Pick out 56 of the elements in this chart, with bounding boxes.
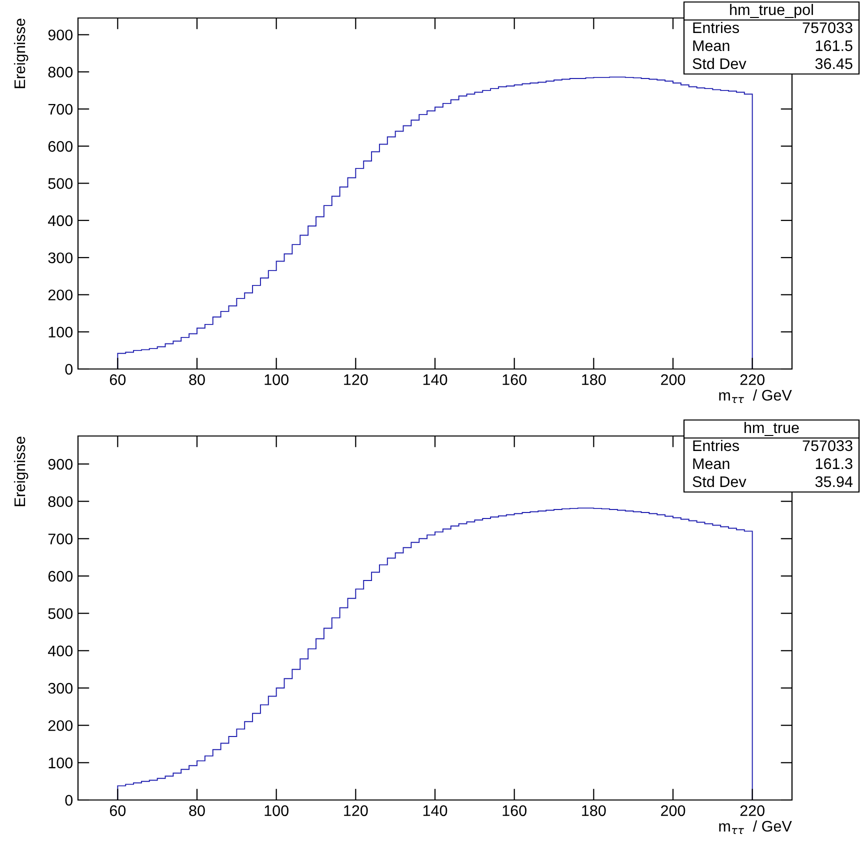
y-axis-title: Ereignisse xyxy=(14,18,28,88)
x-axis-title: m$_{ττ}$ / GeV xyxy=(719,389,792,403)
text: hm_true xyxy=(744,422,799,436)
x-tick-label: 120 xyxy=(344,805,368,816)
y-axis-title: Ereignisse xyxy=(14,436,28,506)
y-tick-label: 600 xyxy=(48,141,73,152)
x-tick-label: 220 xyxy=(740,805,764,816)
text: 35.94 xyxy=(815,476,853,488)
x-tick-label: 60 xyxy=(110,374,126,386)
y-tick-label: 800 xyxy=(48,66,73,78)
x-tick-label: 80 xyxy=(189,374,205,386)
y-tick-label: 800 xyxy=(48,496,73,508)
annotation: Std Dev xyxy=(692,476,746,488)
y-tick-label: 200 xyxy=(48,720,73,732)
annotation: Std Dev xyxy=(692,58,746,70)
text: 161.5 xyxy=(816,40,852,52)
y-tick-label: 300 xyxy=(48,682,73,694)
y-tick-label: 0 xyxy=(65,794,73,806)
y-tick-label: 200 xyxy=(48,290,73,300)
x-tick-label: 200 xyxy=(661,374,686,386)
y-tick-label: 0 xyxy=(65,364,73,375)
text: 757033 xyxy=(802,440,852,452)
x-tick-label: 120 xyxy=(344,374,368,386)
x-tick-label: 100 xyxy=(264,374,288,386)
y-tick-label: 500 xyxy=(48,178,73,189)
y-tick-label: 700 xyxy=(48,534,73,544)
y-tick-label: 500 xyxy=(48,608,73,620)
text: 757033 xyxy=(802,22,852,34)
x-tick-label: 200 xyxy=(661,805,686,816)
text: 161.3 xyxy=(816,458,852,470)
x-tick-label: 80 xyxy=(189,805,205,816)
x-tick-label: 180 xyxy=(582,805,606,816)
annotation: Mean xyxy=(693,40,730,52)
x-tick-label: 220 xyxy=(740,374,764,386)
x-tick-label: 160 xyxy=(502,374,526,386)
x-tick-label: 140 xyxy=(423,374,448,386)
x-tick-label: 160 xyxy=(502,805,526,816)
y-tick-label: 900 xyxy=(48,458,73,470)
y-tick-label: 900 xyxy=(48,30,73,40)
y-tick-label: 400 xyxy=(48,215,73,226)
annotation: Entries xyxy=(693,22,739,34)
x-tick-label: 60 xyxy=(110,805,126,816)
annotation: Entries xyxy=(693,440,739,452)
y-tick-label: 100 xyxy=(48,758,73,768)
y-tick-label: 700 xyxy=(48,104,73,115)
y-tick-label: 100 xyxy=(48,326,73,338)
x-axis-title: m$_{ττ}$ / GeV xyxy=(719,820,792,834)
x-tick-label: 140 xyxy=(423,805,448,816)
annotation: hm_true_pol xyxy=(730,4,813,18)
annotation: Mean xyxy=(693,458,730,470)
x-tick-label: 180 xyxy=(582,374,606,386)
y-tick-label: 400 xyxy=(48,646,73,656)
x-tick-label: 100 xyxy=(264,805,288,816)
y-tick-label: 600 xyxy=(48,570,73,582)
y-tick-label: 300 xyxy=(48,252,73,264)
text: 36.45 xyxy=(815,58,852,70)
